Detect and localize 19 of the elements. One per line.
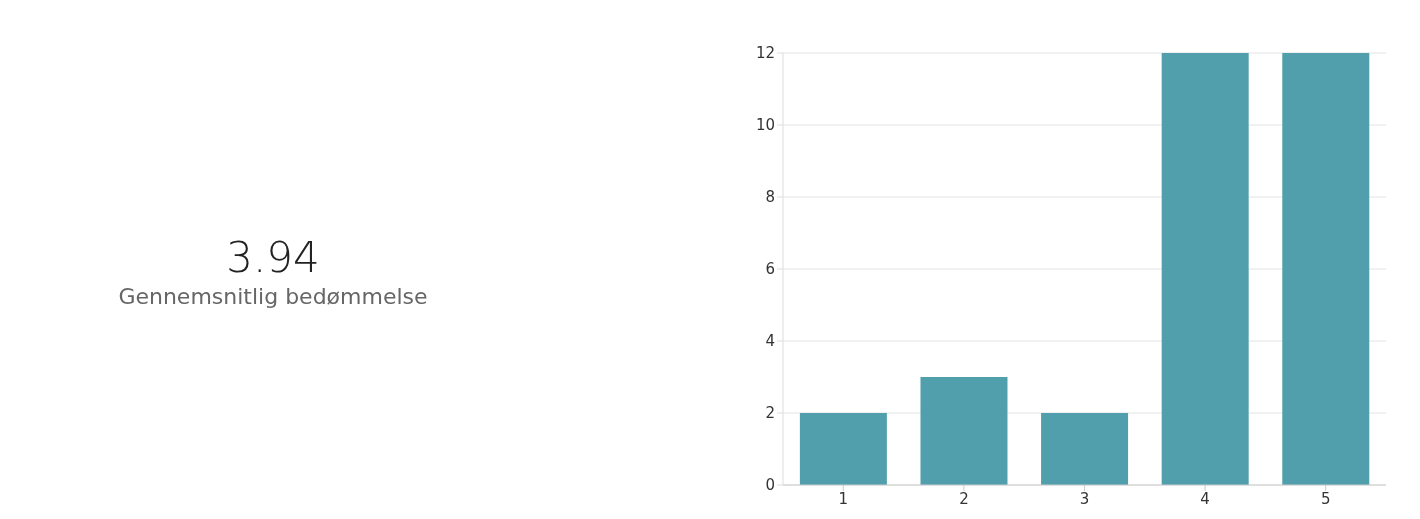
- x-tick-label: 3: [1079, 489, 1090, 508]
- y-tick-label: 12: [755, 44, 775, 63]
- y-tick-label: 6: [765, 260, 775, 279]
- bar: [1161, 53, 1249, 485]
- y-tick-label: 2: [765, 404, 775, 423]
- bar: [1282, 53, 1370, 485]
- x-tick-label: 1: [838, 489, 849, 508]
- bar: [799, 413, 887, 485]
- y-tick-label: 8: [765, 188, 775, 207]
- text: Gennemsnitlig bedømmelse: [117, 284, 429, 309]
- text: 3.94: [225, 233, 321, 282]
- bar: [920, 377, 1008, 485]
- y-tick-label: 0: [765, 476, 775, 495]
- bar: [1041, 413, 1129, 485]
- x-tick-label: 4: [1200, 489, 1210, 508]
- x-tick-label: 2: [959, 489, 969, 508]
- y-tick-label: 10: [755, 116, 775, 135]
- y-tick-label: 4: [765, 332, 775, 351]
- x-tick-label: 5: [1320, 489, 1331, 508]
